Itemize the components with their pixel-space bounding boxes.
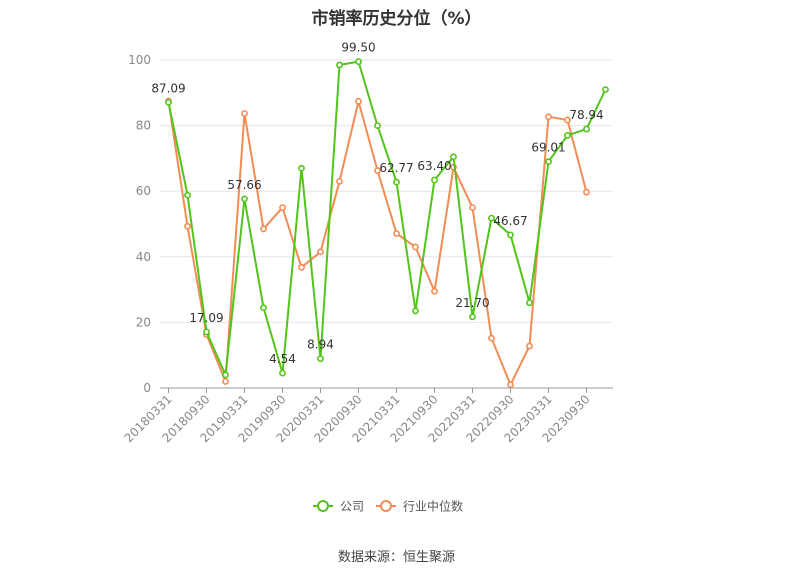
data-point [355,97,362,105]
data-point [222,371,229,379]
data-point [184,222,191,230]
data-point [412,243,419,251]
data-point [507,231,514,239]
series-line-0 [167,60,607,376]
data-point [241,110,248,117]
data-point [393,178,400,186]
data-source-note: 数据来源：恒生聚源 [337,550,455,565]
data-label: 17.09 [189,311,223,325]
legend-item-1[interactable]: 行业中位数 [376,499,463,514]
data-label: 46.67 [493,214,527,228]
data-point [279,369,286,377]
data-point [298,263,305,271]
data-label: 8.94 [307,338,334,352]
data-point [469,313,476,321]
data-point [260,225,267,233]
legend-marker [317,500,329,512]
data-point [450,153,457,161]
chart-title: 市销率历史分位（%） [311,9,482,29]
data-point [412,307,419,315]
data-point [488,214,495,222]
data-point [336,61,343,69]
data-point [184,191,191,199]
data-label: 57.66 [227,178,261,192]
data-point [431,176,438,184]
data-point [469,204,476,211]
data-label: 63.40 [417,159,451,173]
data-point [526,342,533,350]
data-point [602,86,609,93]
data-point [545,113,552,121]
data-label: 69.01 [531,141,565,155]
data-point [279,204,286,211]
data-labels: 87.09 17.09 57.66 4.54 8.94 99.50 62.77 63.40 21… [151,41,603,366]
data-label: 4.54 [269,352,296,366]
legend-label: 公司 [340,500,364,514]
data-label: 87.09 [151,81,185,95]
y-tick-label: 60 [136,184,151,198]
data-point [374,167,381,174]
data-point [336,177,343,185]
y-tick-label: 80 [136,119,151,133]
data-point [317,355,324,363]
legend-marker [380,500,392,512]
data-point [526,299,533,307]
data-label: 62.77 [379,161,413,175]
data-label: 21.70 [455,296,489,310]
data-point [203,328,210,336]
data-label: 78.94 [569,108,603,122]
data-point [507,381,514,389]
data-point [355,58,362,66]
data-point [564,132,571,139]
y-tick-label: 40 [136,250,151,264]
data-point [583,188,590,196]
legend-label: 行业中位数 [403,499,463,514]
y-tick-label: 100 [128,53,151,67]
legend-item-0[interactable]: 公司 [313,500,364,514]
data-point [374,122,381,129]
grid-lines [160,59,613,323]
data-point [165,98,172,106]
data-point [298,164,305,172]
data-label: 99.50 [341,41,375,55]
y-tick-label: 0 [143,381,151,395]
data-point [260,304,267,312]
data-point [222,378,229,385]
legend[interactable]: 公司 行业中位数 [313,499,463,514]
data-point [545,158,552,166]
data-point [431,287,438,295]
series-line-1 [167,100,588,386]
data-point [488,334,495,342]
series-lines [165,58,609,389]
data-point [393,230,400,237]
data-point [564,116,571,124]
data-point [583,125,590,133]
data-point [241,195,248,203]
data-point [317,248,324,256]
y-tick-label: 20 [136,315,151,329]
